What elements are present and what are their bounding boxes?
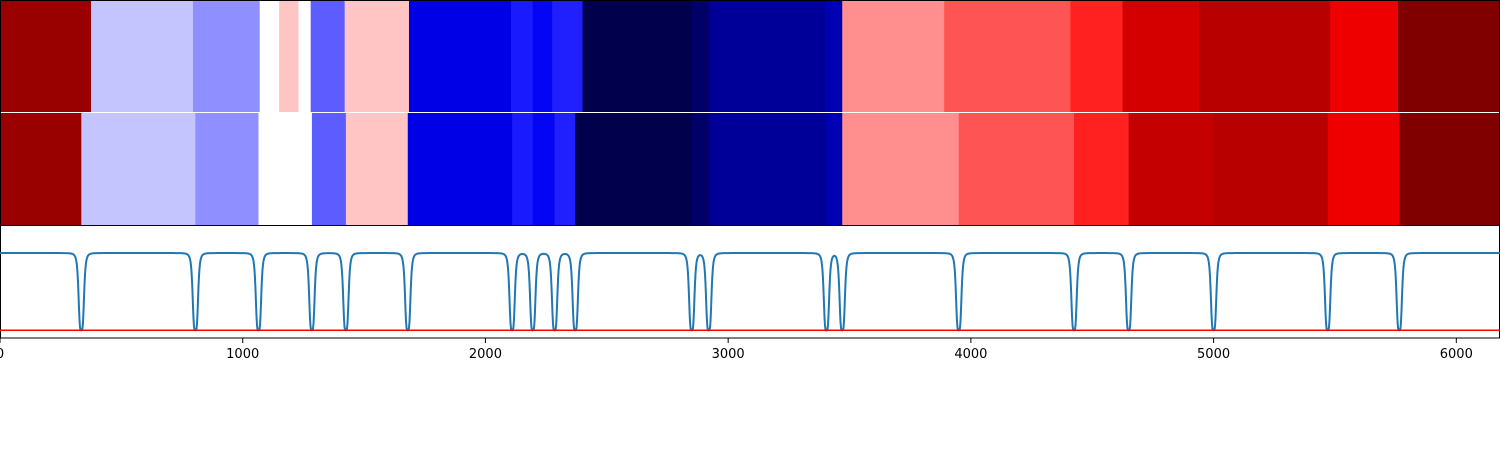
heatmap-cell [298,1,312,113]
heatmap-cell [582,1,693,113]
heatmap-cell [1074,113,1130,225]
heatmap-cell [279,1,300,113]
heatmap-cell [1128,113,1215,225]
heatmap-cell [1327,113,1400,225]
heatmap-cell [1199,1,1331,113]
heatmap-cell [1398,1,1500,113]
heatmap-cell [575,113,693,225]
heatmap-cell [552,1,584,113]
heatmap-cell [1122,1,1200,113]
heatmap-cell [510,1,534,113]
heatmap-cell [1070,1,1124,113]
x-tick-label: 5000 [1197,347,1230,362]
heatmap-row-2 [0,113,1500,225]
heatmap-cell [825,1,843,113]
heatmap-cell [259,1,280,113]
heatmap-cell [708,113,827,225]
heatmap-cell [842,1,945,113]
heatmap-cell [195,113,259,225]
heatmap-cell [407,113,513,225]
heatmap-cell [344,1,410,113]
heatmap-cell [311,113,347,225]
x-tick-label: 3000 [712,347,745,362]
x-tick-label: 4000 [954,347,987,362]
heatmap-row-1 [0,1,1500,113]
heatmap-rows [0,1,1500,225]
heatmap-cell [708,1,826,113]
x-tick-label: 0 [0,347,4,362]
heatmap-cell [512,113,534,225]
heatmap-cell [532,1,553,113]
x-axis: 0 1000 2000 3000 4000 5000 6000 [0,338,1473,362]
x-tick-label: 2000 [469,347,502,362]
heatmap-cell [826,113,843,225]
heatmap-cell [408,1,512,113]
x-tick-label: 6000 [1440,347,1473,362]
signal-line [0,252,1500,332]
heatmap-cell [0,113,82,225]
heatmap-cell [842,113,960,225]
heatmap-cell [1213,113,1329,225]
heatmap-cell [1399,113,1500,225]
heatmap-cell [958,113,1075,225]
heatmap-cell [554,113,576,225]
heatmap-cell [310,1,346,113]
heatmap-cell [81,113,196,225]
heatmap-cell [532,113,556,225]
heatmap-cell [1330,1,1399,113]
heatmap-cell [691,1,710,113]
heatmap-cell [345,113,409,225]
heatmap-cell [944,1,1071,113]
x-tick-label: 1000 [226,347,259,362]
heatmap-cell [0,1,92,113]
heatmap-cell [258,113,313,225]
heatmap-cell [91,1,194,113]
heatmap-cell [192,1,261,113]
heatmap-cell [691,113,710,225]
